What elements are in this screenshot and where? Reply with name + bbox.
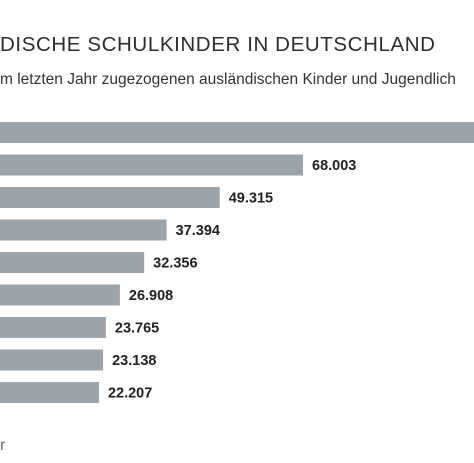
bar-value-label-4: 32.356: [153, 256, 197, 272]
chart-title: DISCHE SCHULKINDER IN DEUTSCHLAND: [0, 33, 436, 56]
source-mark: r: [0, 437, 6, 454]
bar-value-label-2: 49.315: [229, 191, 273, 207]
bar-1: [0, 154, 303, 176]
bar-value-label-1: 68.003: [312, 158, 356, 174]
bar-value-label-3: 37.394: [176, 223, 220, 239]
chart-subtitle: m letzten Jahr zugezogenen ausländischen…: [0, 71, 456, 88]
bar-2: [0, 187, 220, 208]
bar-value-label-7: 23.138: [112, 353, 156, 369]
bar-value-label-5: 26.908: [129, 288, 173, 304]
bar-value-label-8: 22.207: [108, 386, 152, 402]
bar-5: [0, 284, 120, 306]
bar-4: [0, 252, 145, 273]
bar-8: [0, 382, 99, 403]
bar-7: [0, 349, 104, 371]
bar-value-label-6: 23.765: [115, 321, 159, 337]
bar-6: [0, 317, 106, 338]
bar-3: [0, 219, 167, 241]
bar-0: [0, 122, 474, 143]
